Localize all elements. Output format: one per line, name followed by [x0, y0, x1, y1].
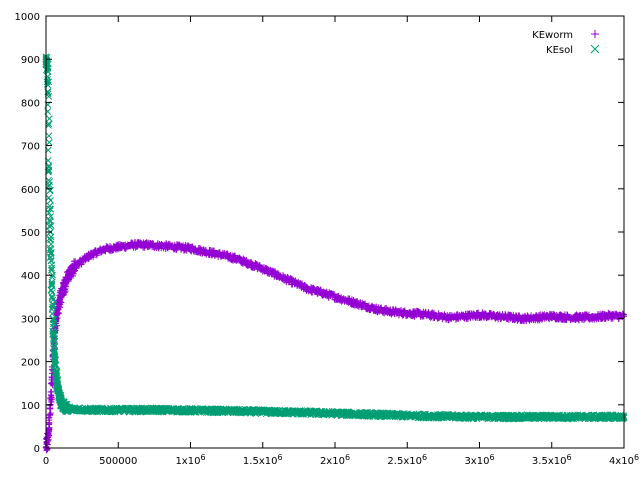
data-point: [54, 384, 61, 391]
y-tick-label: 200: [21, 358, 40, 369]
data-point: [303, 285, 310, 292]
y-tick-label: 900: [21, 55, 40, 66]
data-point: [100, 246, 107, 253]
data-point: [433, 312, 440, 319]
data-point: [404, 310, 411, 317]
data-point: [52, 371, 60, 378]
data-point: [360, 410, 368, 418]
axis-ticks: 0 500000 1x106 1.5x106 2x106 2.5x106 3x106 3.5x…: [15, 12, 640, 467]
x-tick-label: 3.5x106: [532, 453, 572, 467]
x-tick-label: 2.5x106: [387, 453, 427, 467]
data-point: [259, 408, 267, 416]
data-point: [59, 402, 67, 410]
data-point: [57, 397, 64, 404]
data-point: [476, 413, 483, 421]
y-tick-label: 0: [34, 444, 40, 455]
data-point: [187, 245, 194, 252]
data-point: [71, 263, 78, 270]
data-point: [85, 406, 93, 414]
data-point: [45, 163, 53, 171]
data-point: [51, 353, 59, 361]
y-tick-label: 600: [21, 185, 40, 196]
x-tick-label: 4x106: [609, 453, 639, 467]
legend: KEworm KEsol: [532, 30, 600, 56]
y-tick-label: 300: [21, 314, 40, 325]
data-point: [462, 313, 469, 320]
data-point: [158, 406, 165, 414]
data-point: [418, 311, 425, 318]
data-point: [592, 314, 599, 321]
data-point: [274, 272, 281, 279]
data-point: [317, 289, 324, 296]
data-point: [216, 407, 223, 415]
data-point: [490, 313, 497, 320]
data-point: [375, 306, 382, 313]
data-point: [288, 278, 295, 285]
data-point: [71, 405, 79, 413]
y-tick-label: 800: [21, 98, 40, 109]
data-point: [403, 412, 411, 419]
data-point: [64, 404, 72, 412]
data-point: [505, 314, 512, 321]
x-tick-label: 1x106: [175, 453, 205, 467]
data-point: [45, 427, 52, 434]
data-point: [447, 413, 454, 420]
legend-marker-KEsol: [590, 44, 600, 54]
legend-label-KEsol: KEsol: [546, 45, 573, 56]
x-tick-label: 500000: [99, 456, 137, 467]
data-point: [187, 407, 194, 414]
data-point: [245, 260, 252, 267]
legend-marker-KEworm: [591, 30, 599, 38]
data-point: [563, 314, 570, 321]
data-point: [447, 314, 454, 321]
data-point: [346, 298, 353, 305]
data-point: [158, 242, 165, 249]
data-point: [44, 64, 51, 72]
data-point: [201, 248, 208, 255]
y-tick-label: 100: [21, 401, 40, 412]
data-point: [64, 274, 71, 281]
data-point: [115, 244, 122, 251]
data-point: [57, 293, 64, 300]
data-point: [216, 251, 223, 258]
x-tick-label: 2x106: [320, 453, 350, 467]
y-tick-label: 1000: [15, 12, 40, 23]
data-point: [86, 252, 93, 259]
data-point: [48, 280, 56, 288]
data-point: [230, 254, 237, 261]
data-point: [49, 323, 57, 331]
data-point: [332, 293, 338, 300]
x-tick-label: 3x106: [464, 453, 494, 467]
data-point: [331, 410, 339, 417]
data-point: [129, 241, 136, 248]
data-point: [360, 302, 367, 309]
data-point: [476, 311, 483, 318]
data-point: [548, 313, 555, 320]
data-point: [577, 314, 584, 321]
data-point: [114, 406, 122, 414]
series-KEworm: [42, 238, 627, 454]
data-point: [389, 308, 396, 315]
data-layer: [42, 53, 628, 454]
x-tick-label: 0: [43, 456, 49, 467]
y-tick-label: 500: [21, 228, 40, 239]
data-point: [606, 312, 613, 319]
data-point: [505, 413, 512, 421]
data-point: [591, 413, 599, 421]
x-tick-label: 1.5x106: [243, 453, 283, 467]
legend-label-KEworm: KEworm: [532, 30, 573, 41]
data-point: [259, 265, 266, 272]
data-point: [548, 413, 556, 421]
y-tick-label: 400: [21, 271, 40, 282]
data-point: [173, 244, 180, 251]
y-tick-label: 700: [21, 142, 40, 153]
data-point: [534, 314, 541, 321]
data-point: [302, 409, 310, 416]
data-point: [144, 241, 151, 248]
data-point: [519, 315, 526, 322]
